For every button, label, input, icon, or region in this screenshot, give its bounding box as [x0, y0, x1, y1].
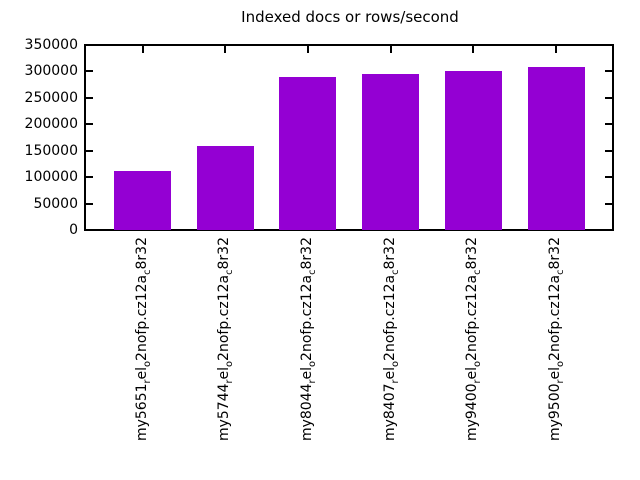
y-tick-mark-left: [86, 229, 93, 231]
y-tick-mark-left: [86, 149, 93, 152]
y-tick-mark-right: [605, 70, 612, 73]
y-tick-mark-right: [605, 149, 612, 152]
x-tick-label-text: my9500relo2nofp.cz12ac8r32: [547, 237, 566, 442]
y-tick-mark-right: [605, 176, 612, 179]
y-tick-mark-left: [86, 96, 93, 99]
y-tick-label: 300000: [24, 63, 78, 80]
x-tick-label-text: my8407relo2nofp.cz12ac8r32: [381, 237, 401, 442]
x-tick-mark-top: [224, 46, 227, 53]
y-tick-mark-right: [605, 229, 612, 231]
x-tick-mark-top: [555, 46, 557, 53]
y-tick-mark-left: [86, 44, 93, 46]
x-tick-mark-top: [389, 46, 392, 53]
y-tick-mark-right: [605, 202, 612, 205]
bar: [362, 74, 420, 230]
y-tick-label: 100000: [24, 169, 78, 186]
bar: [114, 171, 171, 230]
y-tick-label: 250000: [24, 89, 78, 106]
chart-title: Indexed docs or rows/second: [241, 8, 459, 26]
y-tick-mark-left: [86, 70, 93, 73]
y-tick-label: 0: [69, 222, 78, 238]
x-tick-label-text: my5744relo2nofp.cz12ac8r32: [216, 237, 235, 442]
y-tick-label: 50000: [33, 195, 78, 212]
x-tick-mark-top: [472, 46, 475, 53]
y-tick-label: 200000: [24, 116, 78, 133]
y-tick-label: 350000: [24, 37, 78, 53]
y-tick-mark-right: [605, 96, 612, 99]
x-tick-label-text: my5651relo2nofp.cz12ac8r32: [133, 237, 153, 442]
y-tick-mark-right: [605, 123, 612, 126]
y-tick-mark-right: [605, 44, 612, 46]
y-tick-mark-left: [86, 202, 93, 205]
bar: [196, 145, 254, 230]
y-tick-mark-left: [86, 176, 93, 179]
bar: [444, 70, 502, 230]
bar: [279, 77, 337, 230]
y-tick-label: 150000: [24, 142, 78, 159]
plot-area: [84, 44, 614, 231]
x-tick-label-text: my9400relo2nofp.cz12ac8r32: [464, 237, 484, 442]
y-tick-mark-left: [86, 123, 93, 126]
x-tick-mark-top: [306, 46, 309, 53]
x-tick-label-text: my8044relo2nofp.cz12ac8r32: [298, 237, 318, 442]
x-tick-mark-top: [141, 46, 144, 53]
bar: [527, 67, 585, 230]
